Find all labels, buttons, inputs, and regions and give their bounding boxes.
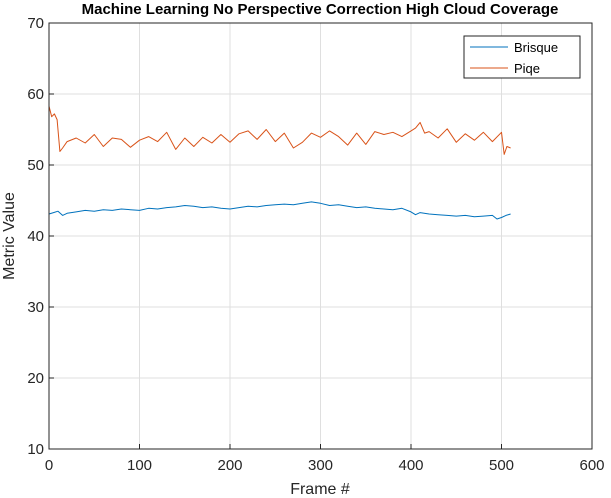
x-tick-label: 100 — [127, 457, 152, 474]
y-tick-label: 50 — [27, 157, 44, 174]
x-tick-label: 400 — [398, 457, 423, 474]
chart-title: Machine Learning No Perspective Correcti… — [82, 1, 559, 18]
y-tick-label: 40 — [27, 228, 44, 245]
y-tick-label: 70 — [27, 15, 44, 32]
legend-box — [463, 35, 581, 79]
x-axis-title: Frame # — [290, 481, 350, 498]
x-tick-label: 0 — [45, 457, 53, 474]
series-line-piqe — [48, 105, 511, 155]
x-tick-label: 500 — [489, 457, 514, 474]
x-tick-label: 200 — [217, 457, 242, 474]
y-tick-label: 60 — [27, 86, 44, 103]
series-lines — [48, 105, 511, 220]
grid-lines — [49, 23, 592, 449]
y-axis-title: Metric Value — [1, 192, 18, 280]
y-tick-label: 20 — [27, 370, 44, 387]
tick-marks — [48, 22, 593, 450]
legend: Brisque Piqe — [463, 35, 581, 79]
x-tick-label: 600 — [579, 457, 604, 474]
legend-label-piqe: Piqe — [514, 61, 540, 76]
tick-labels: 0 100 200 300 400 500 600 10 20 30 40 50 60 70 — [27, 15, 604, 474]
y-tick-label: 30 — [27, 299, 44, 316]
series-line-brisque — [48, 201, 511, 220]
y-tick-label: 10 — [27, 441, 44, 458]
legend-label-brisque: Brisque — [514, 40, 558, 55]
x-tick-label: 300 — [308, 457, 333, 474]
